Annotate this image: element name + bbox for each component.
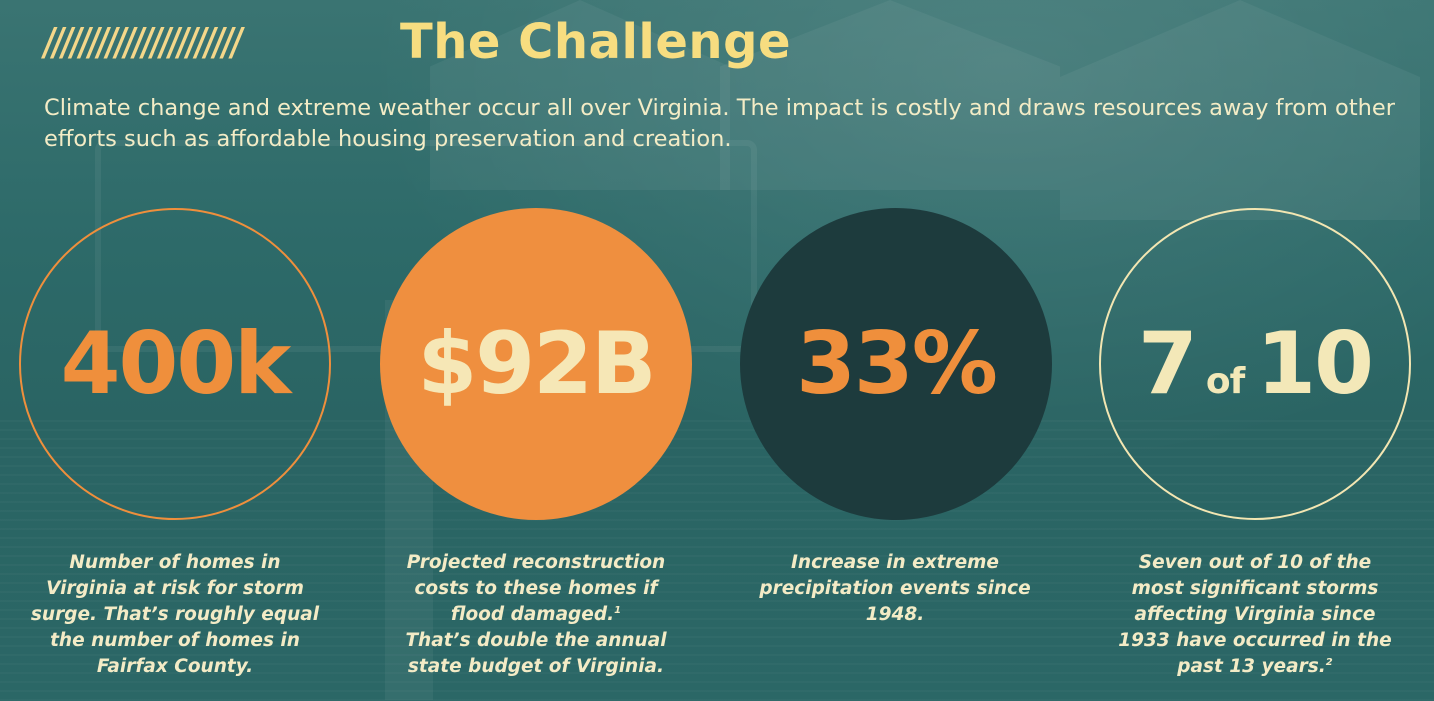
caption-line: affecting Virginia since xyxy=(1134,604,1376,625)
stat-circle-homes-at-risk: 400k xyxy=(19,208,331,520)
stat-caption-significant-storms: Seven out of 10 of the most significant … xyxy=(1105,550,1405,680)
stat-circle-significant-storms: 7 of 10 xyxy=(1099,208,1411,520)
caption-line: flood damaged.1 xyxy=(386,602,686,628)
caption-line: That’s double the annual xyxy=(405,630,667,651)
caption-line-text: flood damaged. xyxy=(450,604,615,625)
stat-value: 33% xyxy=(796,314,998,414)
caption-line: Seven out of 10 of the xyxy=(1138,552,1372,573)
page-title: The Challenge xyxy=(400,14,792,70)
caption-line: costs to these homes if xyxy=(414,578,658,599)
stat-value: 400k xyxy=(60,314,292,414)
intro-paragraph: Climate change and extreme weather occur… xyxy=(44,95,1395,152)
footnote-marker: 1 xyxy=(614,604,622,616)
caption-line: surge. That’s roughly equal xyxy=(30,604,320,625)
stat-caption-precipitation-increase: Increase in extreme precipitation events… xyxy=(745,550,1045,628)
decorative-slashes: ////////////////////// xyxy=(44,20,243,64)
caption-line: Virginia at risk for storm xyxy=(46,578,304,599)
stat-value: $92B xyxy=(417,314,656,414)
stat-caption-homes-at-risk: Number of homes in Virginia at risk for … xyxy=(25,550,325,680)
caption-line: Fairfax County. xyxy=(96,656,254,677)
header: ////////////////////// The Challenge xyxy=(44,10,791,74)
caption-line: Increase in extreme xyxy=(791,552,999,573)
stat-value-of: of xyxy=(1205,361,1245,402)
caption-line: Number of homes in xyxy=(69,552,281,573)
caption-line-text: past 13 years. xyxy=(1177,656,1326,677)
caption-line: the number of homes in xyxy=(50,630,300,651)
stat-value-part: 10 xyxy=(1256,314,1374,414)
caption-line: state budget of Virginia. xyxy=(407,656,665,677)
stat-value: 7 of 10 xyxy=(1138,314,1374,414)
stat-value-part: 7 xyxy=(1138,314,1198,414)
caption-line: precipitation events since xyxy=(759,578,1031,599)
caption-line: most significant storms xyxy=(1131,578,1379,599)
stat-circle-precipitation-increase: 33% xyxy=(740,208,1052,520)
stat-circle-reconstruction-costs: $92B xyxy=(380,208,692,520)
caption-line: past 13 years.2 xyxy=(1105,654,1405,680)
caption-line: 1933 have occurred in the xyxy=(1118,630,1392,651)
footnote-marker: 2 xyxy=(1325,656,1333,668)
caption-line: 1948. xyxy=(865,604,925,625)
caption-line: Projected reconstruction xyxy=(406,552,666,573)
stat-caption-reconstruction-costs: Projected reconstruction costs to these … xyxy=(386,550,686,680)
